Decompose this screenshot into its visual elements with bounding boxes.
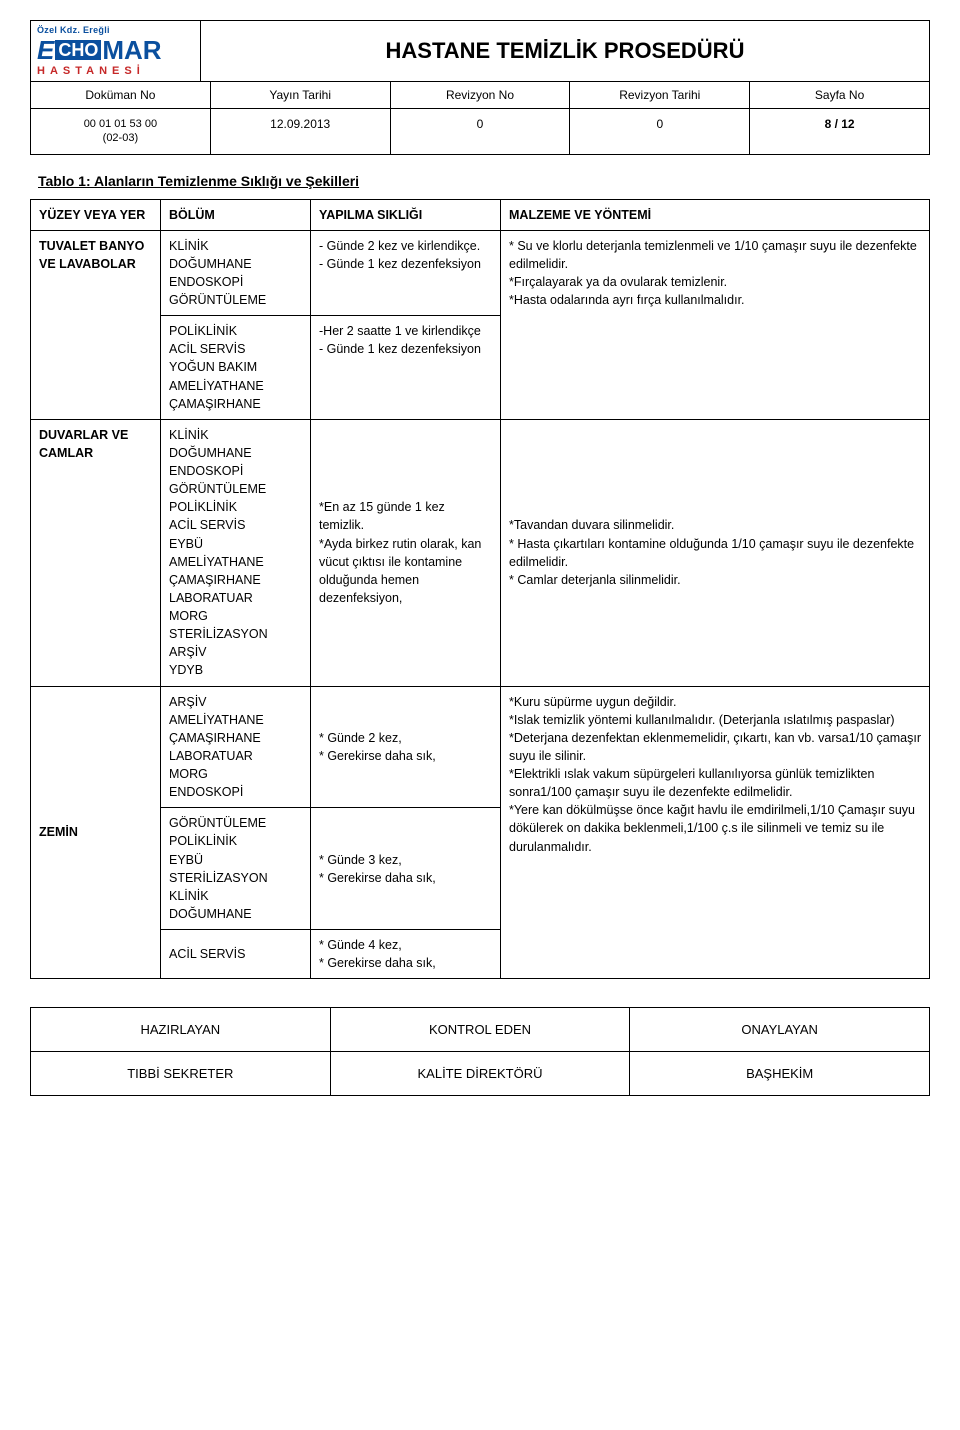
cell-bolum: KLİNİK DOĞUMHANE ENDOSKOPİ GÖRÜNTÜLEME — [161, 230, 311, 316]
meta-head-doc-no: Doküman No — [31, 82, 210, 109]
meta-val-rev-no: 0 — [391, 109, 570, 139]
cell-bolum: ARŞİV AMELİYATHANE ÇAMAŞIRHANE LABORATUA… — [161, 686, 311, 808]
document-title: HASTANE TEMİZLİK PROSEDÜRÜ — [201, 21, 929, 81]
cell-siklik: * Günde 4 kez, * Gerekirse daha sık, — [311, 930, 501, 979]
cell-siklik: - Günde 2 kez ve kirlendikçe. - Günde 1 … — [311, 230, 501, 316]
logo-mar: MAR — [102, 37, 161, 63]
cell-yer: TUVALET BANYO VE LAVABOLAR — [31, 230, 161, 419]
cell-siklik: * Günde 3 kez, * Gerekirse daha sık, — [311, 808, 501, 930]
footer-row: TIBBİ SEKRETER KALİTE DİREKTÖRÜ BAŞHEKİM — [31, 1052, 930, 1096]
meta-header-row: Doküman No 00 01 01 53 00 (02-03) Yayın … — [31, 82, 929, 154]
table-row: DUVARLAR VE CAMLAR KLİNİK DOĞUMHANE ENDO… — [31, 419, 930, 686]
footer-table: HAZIRLAYAN KONTROL EDEN ONAYLAYAN TIBBİ … — [30, 1007, 930, 1096]
meta-head-sayfa: Sayfa No — [750, 82, 929, 109]
table-row: ZEMİN ARŞİV AMELİYATHANE ÇAMAŞIRHANE LAB… — [31, 686, 930, 808]
cell-bolum: POLİKLİNİK ACİL SERVİS YOĞUN BAKIM AMELİ… — [161, 316, 311, 420]
logo-top-text: Özel Kdz. Ereğli — [37, 25, 194, 35]
meta-val-yayin: 12.09.2013 — [211, 109, 390, 139]
logo-e: E — [37, 37, 54, 63]
cell-yer: ZEMİN — [31, 686, 161, 979]
cell-bolum: ACİL SERVİS — [161, 930, 311, 979]
cell-yer: DUVARLAR VE CAMLAR — [31, 419, 161, 686]
table-row: TUVALET BANYO VE LAVABOLAR KLİNİK DOĞUMH… — [31, 230, 930, 316]
cell-siklik: -Her 2 saatte 1 ve kirlendikçe - Günde 1… — [311, 316, 501, 420]
meta-head-rev-no: Revizyon No — [391, 82, 570, 109]
section-title: Tablo 1: Alanların Temizlenme Sıklığı ve… — [38, 173, 930, 189]
footer-cell: ONAYLAYAN — [630, 1008, 930, 1052]
cell-yontem: * Su ve klorlu deterjanla temizlenmeli v… — [501, 230, 930, 419]
table-header-row: YÜZEY VEYA YER BÖLÜM YAPILMA SIKLIĞI MAL… — [31, 199, 930, 230]
cell-bolum: GÖRÜNTÜLEME POLİKLİNİK EYBÜ STERİLİZASYO… — [161, 808, 311, 930]
th-yontem: MALZEME VE YÖNTEMİ — [501, 199, 930, 230]
logo-subtitle: HASTANESİ — [37, 65, 194, 77]
document-header: Özel Kdz. Ereğli E CHO MAR HASTANESİ HAS… — [30, 20, 930, 155]
footer-cell: BAŞHEKİM — [630, 1052, 930, 1096]
meta-val-sayfa: 8 / 12 — [750, 109, 929, 139]
meta-val-rev-tarih: 0 — [570, 109, 749, 139]
meta-head-yayin: Yayın Tarihi — [211, 82, 390, 109]
footer-cell: KALİTE DİREKTÖRÜ — [330, 1052, 630, 1096]
meta-val-doc-no: 00 01 01 53 00 (02-03) — [31, 109, 210, 154]
footer-row: HAZIRLAYAN KONTROL EDEN ONAYLAYAN — [31, 1008, 930, 1052]
th-bolum: BÖLÜM — [161, 199, 311, 230]
footer-cell: TIBBİ SEKRETER — [31, 1052, 331, 1096]
footer-cell: KONTROL EDEN — [330, 1008, 630, 1052]
cell-yontem: *Kuru süpürme uygun değildir. *Islak tem… — [501, 686, 930, 979]
cell-siklik: * Günde 2 kez, * Gerekirse daha sık, — [311, 686, 501, 808]
logo-cell: Özel Kdz. Ereğli E CHO MAR HASTANESİ — [31, 21, 201, 81]
logo-main: E CHO MAR — [37, 37, 194, 63]
footer-cell: HAZIRLAYAN — [31, 1008, 331, 1052]
th-siklik: YAPILMA SIKLIĞI — [311, 199, 501, 230]
header-row: Özel Kdz. Ereğli E CHO MAR HASTANESİ HAS… — [31, 21, 929, 82]
cell-siklik: *En az 15 günde 1 kez temizlik. *Ayda bi… — [311, 419, 501, 686]
cell-bolum: KLİNİK DOĞUMHANE ENDOSKOPİ GÖRÜNTÜLEME P… — [161, 419, 311, 686]
cell-yontem: *Tavandan duvara silinmelidir. * Hasta ç… — [501, 419, 930, 686]
meta-head-rev-tarih: Revizyon Tarihi — [570, 82, 749, 109]
logo-cho: CHO — [55, 40, 101, 60]
main-table: YÜZEY VEYA YER BÖLÜM YAPILMA SIKLIĞI MAL… — [30, 199, 930, 980]
th-yer: YÜZEY VEYA YER — [31, 199, 161, 230]
